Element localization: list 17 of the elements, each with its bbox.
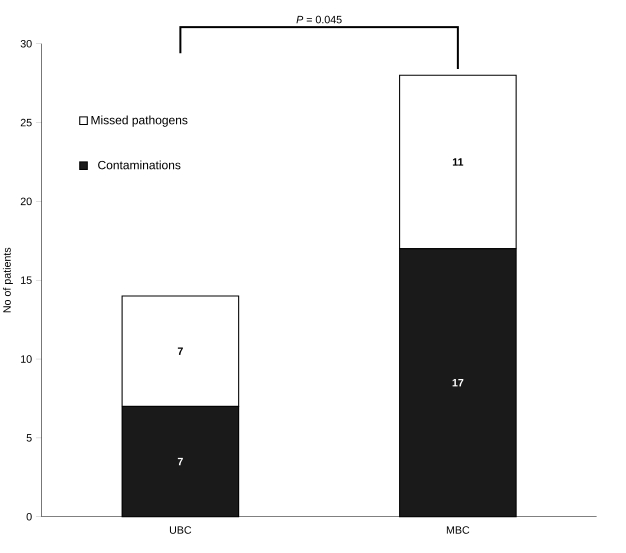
y-tick-label: 5 (26, 434, 32, 442)
x-tick-label: UBC (170, 526, 192, 534)
y-axis-title: No of patients (2, 248, 13, 312)
data-label: 11 (452, 158, 464, 166)
y-tick-label: 0 (26, 512, 32, 520)
y-tick-label: 20 (20, 198, 32, 206)
data-label: 17 (452, 379, 464, 386)
y-tick-label: 15 (21, 276, 32, 284)
y-tick-label: 25 (20, 118, 32, 126)
x-tick-label: MBC (446, 526, 470, 534)
text: P = 0.045 (296, 16, 342, 24)
legend-label: Missed pathogens (92, 116, 188, 127)
y-tick-label: 30 (20, 40, 32, 48)
data-label: 7 (178, 348, 183, 355)
y-tick-label: 10 (21, 355, 32, 363)
legend-label: Contaminations (98, 160, 180, 170)
data-label: 7 (178, 458, 183, 466)
